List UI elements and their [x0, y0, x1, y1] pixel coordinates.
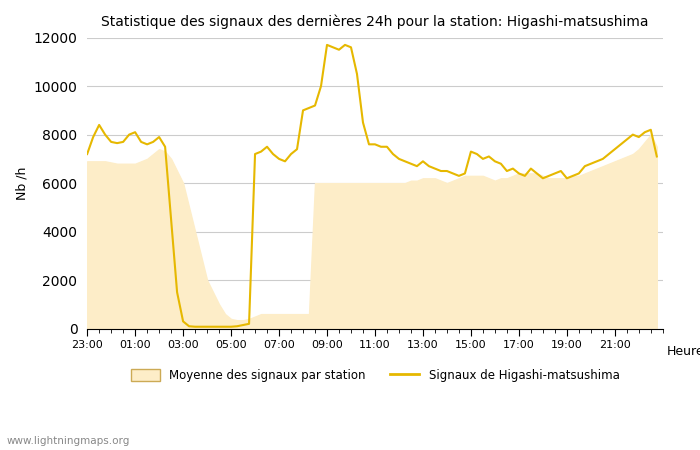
Text: www.lightningmaps.org: www.lightningmaps.org [7, 436, 130, 446]
Title: Statistique des signaux des dernières 24h pour la station: Higashi-matsushima: Statistique des signaux des dernières 24… [102, 15, 649, 30]
X-axis label: Heure: Heure [667, 345, 700, 358]
Y-axis label: Nb /h: Nb /h [15, 166, 28, 200]
Legend: Moyenne des signaux par station, Signaux de Higashi-matsushima: Moyenne des signaux par station, Signaux… [126, 364, 624, 387]
